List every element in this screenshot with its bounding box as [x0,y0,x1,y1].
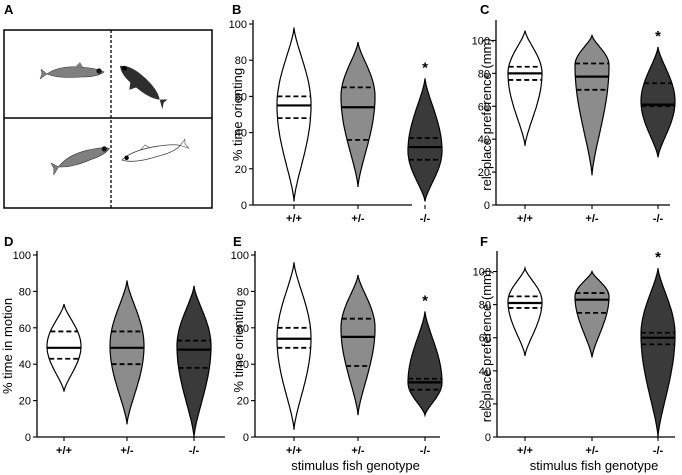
x-tick-label: +/+ [56,445,72,457]
violin-+/+ [507,30,543,146]
violin--/- [640,268,676,438]
y-tick-label: 40 [478,134,490,146]
y-tick-label: 80 [235,55,247,67]
y-tick-label: 100 [231,250,249,262]
panel-letter: E [233,234,242,249]
violin--/- [176,285,212,438]
x-tick-label: +/- [351,445,364,457]
violin-+/- [340,42,376,187]
violin-+/- [574,33,610,176]
stimulus-fish-top [120,65,168,110]
y-tick-label: 60 [478,101,490,113]
y-axis-label: % time in motion [0,298,15,394]
y-tick-label: 100 [473,267,491,279]
violin--/- [640,46,676,158]
y-tick-label: 0 [241,200,247,212]
x-tick-label: +/- [585,445,598,457]
y-tick-label: 0 [243,432,249,444]
y-tick-label: 0 [485,432,491,444]
y-axis-label: rel. place preference (mm) [479,270,494,422]
test-fish-top [39,62,105,80]
x-tick-label: +/+ [517,445,533,457]
stimulus-fish-bottom [121,138,190,162]
significance-star: * [422,292,428,309]
panel-letter-a: A [4,2,14,17]
y-tick-label: 40 [19,359,31,371]
x-tick-label: +/+ [517,213,533,225]
y-tick-label: 60 [19,323,31,335]
y-tick-label: 60 [235,91,247,103]
y-axis-label: rel. place preference (mm) [479,38,494,190]
y-tick-label: 80 [478,68,490,80]
y-tick-label: 80 [237,286,249,298]
y-tick-label: 100 [472,35,490,47]
significance-star: * [655,249,661,266]
x-tick-label: +/+ [286,445,302,457]
panel-e-chart: E 0 20 40 60 80 100 % time orienting stimulus fi… [231,234,443,473]
x-tick-label: +/- [585,213,598,225]
x-tick-label: -/- [653,445,664,457]
y-tick-label: 20 [479,399,491,411]
y-tick-label: 60 [237,323,249,335]
y-tick-label: 80 [19,286,31,298]
y-tick-label: 0 [25,432,31,444]
y-tick-label: 20 [19,396,31,408]
panel-letter: D [4,234,13,249]
violin--/- [407,311,443,418]
y-tick-label: 40 [237,359,249,371]
y-tick-label: 40 [479,366,491,378]
y-tick-label: 0 [484,200,490,212]
y-axis-label: % time orienting [230,68,245,161]
x-tick-label: +/- [120,445,133,457]
x-axis-label: stimulus fish genotype [291,458,420,473]
panel-letter: B [232,2,241,17]
test-fish-bottom [50,146,110,176]
x-tick-label: +/+ [286,213,302,225]
y-tick-label: 80 [479,300,491,312]
violin-+/- [340,274,376,416]
x-tick-label: -/- [189,445,200,457]
y-tick-label: 60 [479,333,491,345]
y-axis-label: % time orienting [231,299,246,392]
panel-letter: C [480,2,490,17]
y-tick-label: 20 [478,167,490,179]
arena-frame [3,29,213,209]
panel-d-chart: D 0 20 40 60 80 100 % time in motion +/+ +/- -/- [0,234,225,457]
significance-star: * [422,59,428,76]
y-tick-label: 100 [13,250,31,262]
y-tick-label: 20 [237,396,249,408]
violin--/- [407,78,443,202]
x-tick-label: -/- [420,213,431,225]
x-tick-label: +/- [351,213,364,225]
violin-+/+ [276,262,312,430]
panel-a-schematic: A [3,2,213,209]
x-tick-label: -/- [653,213,664,225]
violin-+/- [109,280,145,425]
x-tick-label: -/- [420,445,431,457]
violin-+/+ [276,27,312,202]
violin-+/+ [507,265,543,356]
violin-+/- [574,269,610,358]
panel-letter: F [480,234,488,249]
y-tick-label: 100 [229,19,247,31]
panel-b-chart: B 0 20 40 60 80 100 % time orienting +/+ +/- -/- * [229,2,443,225]
significance-star: * [655,28,661,45]
x-axis-label: stimulus fish genotype [530,458,659,473]
y-tick-label: 40 [235,128,247,140]
y-tick-label: 20 [235,164,247,176]
